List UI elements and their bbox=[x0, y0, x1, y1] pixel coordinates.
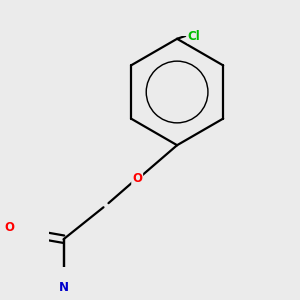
Text: O: O bbox=[132, 172, 142, 185]
Text: N: N bbox=[58, 281, 69, 295]
Text: N: N bbox=[58, 281, 69, 295]
Text: O: O bbox=[4, 221, 14, 235]
Text: Cl: Cl bbox=[188, 29, 200, 43]
